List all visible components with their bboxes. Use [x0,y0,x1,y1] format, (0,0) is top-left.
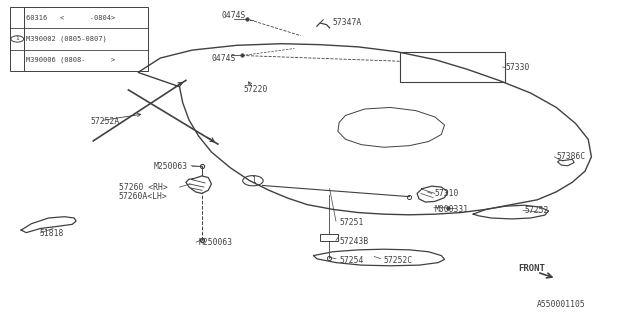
Text: M390002 (0805-0807): M390002 (0805-0807) [26,36,107,42]
Text: 57310: 57310 [435,189,460,198]
Text: 57260A<LH>: 57260A<LH> [119,192,168,201]
Text: 1: 1 [15,36,19,41]
Text: 60316   <      -0804>: 60316 < -0804> [26,15,115,21]
Text: M000331: M000331 [435,205,469,214]
Text: A550001105: A550001105 [537,300,586,309]
Text: 0474S: 0474S [211,53,236,62]
Text: 0474S: 0474S [221,11,245,20]
Text: M250063: M250063 [154,162,188,171]
Text: 57252A: 57252A [90,117,119,126]
Text: 57252: 57252 [524,206,548,215]
Text: 57220: 57220 [243,85,268,94]
Text: M250063: M250063 [198,238,233,247]
Text: 57251: 57251 [339,218,364,227]
Bar [320,234,338,241]
Bar [400,52,505,82]
Text: 57252C: 57252C [384,256,413,265]
Text: 57386C: 57386C [556,152,586,161]
Text: FRONT: FRONT [518,264,545,273]
Text: 1: 1 [251,176,255,185]
Text: 57243B: 57243B [339,237,369,246]
Text: M390006 (0808-      >: M390006 (0808- > [26,57,115,63]
Text: 51818: 51818 [39,229,63,238]
Bar [10,7,148,71]
Text: 57254: 57254 [339,256,364,265]
Text: 57260 <RH>: 57260 <RH> [119,183,168,192]
Text: 57330: 57330 [505,63,529,72]
Text: 57347A: 57347A [333,19,362,28]
